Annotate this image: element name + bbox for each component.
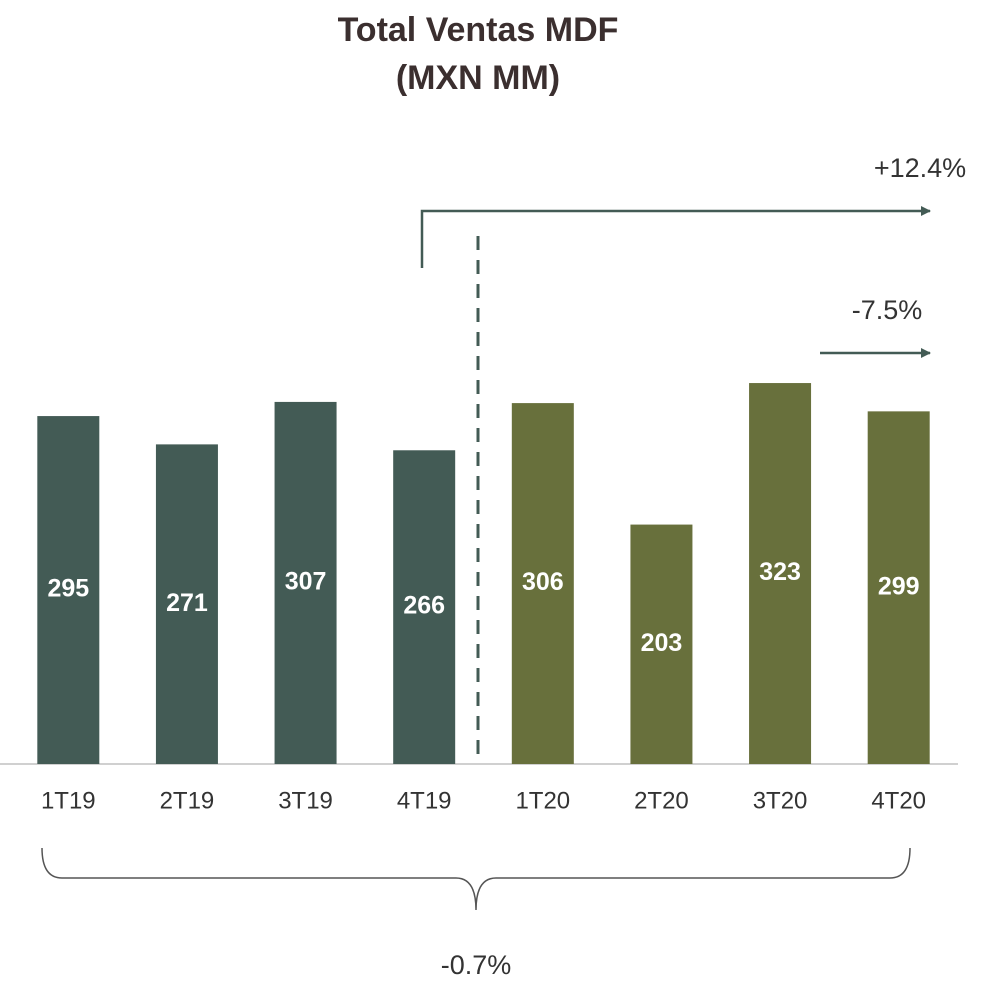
- bar: [393, 450, 456, 764]
- value-label: 323: [759, 558, 801, 586]
- brace: [41, 847, 911, 911]
- value-label: 306: [522, 568, 564, 596]
- value-label: 266: [403, 592, 445, 620]
- value-label: 271: [166, 589, 208, 617]
- value-label: 203: [641, 629, 683, 657]
- x-tick-label: 3T20: [753, 787, 808, 814]
- chart-subtitle: (MXN MM): [396, 59, 560, 97]
- x-tick-label: 3T19: [278, 787, 333, 814]
- bar: [867, 411, 930, 764]
- bar: [155, 444, 218, 764]
- value-label: 307: [285, 568, 327, 596]
- x-tick-label: 1T19: [41, 787, 96, 814]
- annotation: -0.7%: [441, 950, 512, 980]
- chart-title: Total Ventas MDF: [338, 11, 619, 49]
- x-tick-label: 4T20: [871, 787, 926, 814]
- x-tick-label: 4T19: [397, 787, 452, 814]
- bar: [274, 401, 337, 764]
- annotation: -7.5%: [852, 295, 923, 325]
- bar: [630, 524, 693, 764]
- bar: [749, 383, 812, 764]
- bar: [37, 416, 100, 764]
- x-tick-label: 2T19: [160, 787, 215, 814]
- value-label: 295: [47, 575, 89, 603]
- bar: [511, 403, 574, 764]
- x-tick-label: 1T20: [515, 787, 570, 814]
- growth-arrow: [420, 206, 931, 268]
- value-label: 299: [878, 572, 920, 600]
- annotation: +12.4%: [874, 153, 966, 183]
- x-tick-label: 2T20: [634, 787, 689, 814]
